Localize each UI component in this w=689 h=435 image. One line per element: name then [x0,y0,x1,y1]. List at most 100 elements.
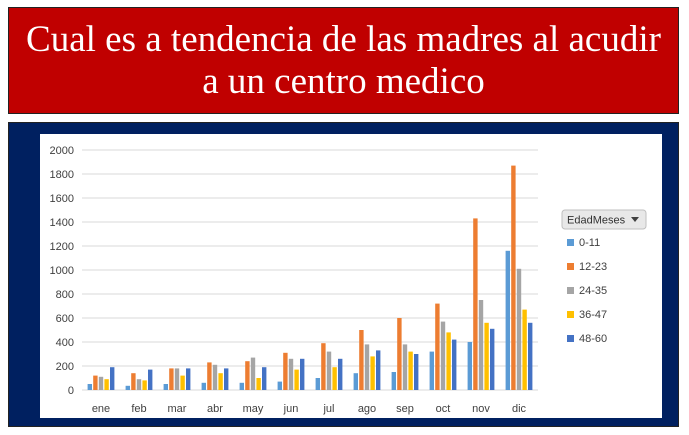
bar-24-35 [212,364,218,390]
x-tick-label: oct [436,403,451,415]
bar-48-60 [224,368,229,390]
bar-12-23 [245,361,250,390]
x-tick-label: abr [207,403,223,415]
legend-swatch [567,263,574,270]
legend-item-label: 48-60 [579,333,607,345]
bar-12-23 [473,218,478,390]
bar-0-11 [391,372,396,390]
legend-item-label: 12-23 [579,261,607,273]
bar-24-35 [288,358,294,390]
bar-12-23 [169,368,174,390]
x-tick-label: ago [358,403,376,415]
legend-item-label: 24-35 [579,285,607,297]
bar-24-35 [98,376,104,390]
bar-36-47 [294,369,299,390]
bar-24-35 [516,268,522,390]
bar-48-60 [300,358,305,390]
bar-24-35 [478,300,484,390]
bar-48-60 [262,367,267,390]
bar-36-47 [484,322,489,390]
y-tick-label: 0 [68,385,74,397]
legend-swatch [567,311,574,318]
bar-48-60 [186,368,191,390]
x-tick-label: jun [283,403,299,415]
legend-swatch [567,239,574,246]
bar-0-11 [277,381,282,390]
legend-swatch [567,287,574,294]
bar-0-11 [505,250,510,390]
bar-12-23 [397,318,402,390]
bar-48-60 [376,350,381,390]
legend-swatch [567,335,574,342]
x-tick-label: mar [168,403,187,415]
x-tick-label: jul [322,403,334,415]
bar-0-11 [125,385,130,390]
bar-chart: 0 200 400 600 800 1000 1200 1400 1600 1800 2000 ene… [50,145,647,415]
bar-36-47 [104,379,109,390]
y-tick-label: 1800 [50,169,74,181]
legend-filter-button[interactable] [561,209,647,230]
y-tick-label: 1200 [50,241,74,253]
y-tick-label: 2000 [50,145,74,157]
chevron-down-icon[interactable] [631,217,639,222]
bar-12-23 [131,373,136,390]
bar-36-47 [142,380,147,390]
x-tick-label: nov [472,403,490,415]
bar-0-11 [467,342,472,390]
bar-0-11 [87,384,92,390]
title-banner: Cual es a tendencia de las madres al acu… [8,7,679,114]
bar-12-23 [93,375,98,390]
bar-24-35 [136,379,142,390]
bar-48-60 [110,367,115,390]
legend-item-label: 0-11 [579,237,600,249]
bar-48-60 [452,339,457,390]
bar-48-60 [148,369,153,390]
bar-12-23 [283,352,288,390]
bar-36-47 [332,367,337,390]
bar-48-60 [338,358,343,390]
bar-24-35 [174,368,180,390]
y-tick-label: 1400 [50,217,74,229]
bar-0-11 [239,382,244,390]
y-tick-label: 1000 [50,265,74,277]
chart-area: 0 200 400 600 800 1000 1200 1400 1600 1800 2000 ene… [40,134,662,418]
bar-24-35 [364,344,370,390]
bar-36-47 [522,309,527,390]
bar-36-47 [180,375,185,390]
x-tick-label: may [243,403,264,415]
bar-24-35 [440,321,446,390]
bar-0-11 [201,382,206,390]
bar-48-60 [414,354,419,390]
banner-title: Cual es a tendencia de las madres al acu… [26,18,661,102]
legend-title: EdadMeses [567,215,626,227]
bar-48-60 [490,328,495,390]
bar-12-23 [511,165,516,390]
bar-36-47 [446,332,451,390]
bar-36-47 [370,356,375,390]
bar-36-47 [408,351,413,390]
bar-12-23 [359,330,364,390]
y-tick-label: 200 [56,361,74,373]
y-tick-label: 600 [56,313,74,325]
x-tick-label: feb [131,403,146,415]
y-tick-label: 400 [56,337,74,349]
y-tick-label: 1600 [50,193,74,205]
bar-48-60 [528,322,533,390]
bar-36-47 [218,373,223,390]
x-tick-label: dic [512,403,527,415]
bar-0-11 [163,384,168,390]
bar-12-23 [435,303,440,390]
bar-12-23 [207,362,212,390]
bar-24-35 [402,344,408,390]
x-tick-label: ene [92,403,110,415]
bar-0-11 [315,378,320,390]
y-tick-label: 800 [56,289,74,301]
bar-24-35 [326,351,332,390]
bar-24-35 [250,357,256,390]
bar-12-23 [321,343,326,390]
legend-item-label: 36-47 [579,309,607,321]
x-tick-label: sep [396,403,414,415]
bar-36-47 [256,378,261,390]
bar-0-11 [353,373,358,390]
bar-0-11 [429,351,434,390]
